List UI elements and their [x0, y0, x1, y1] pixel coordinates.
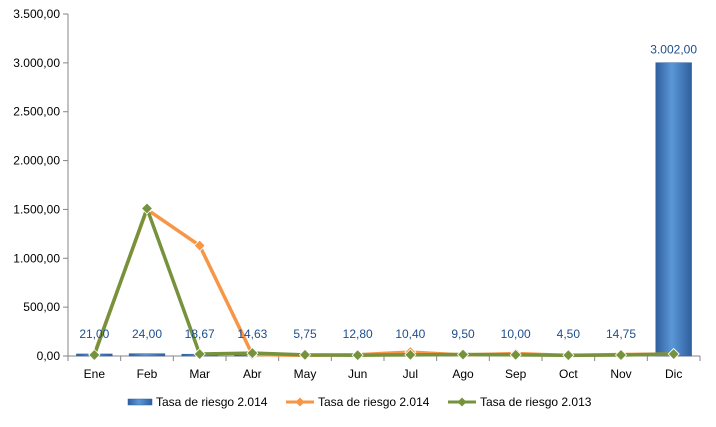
y-tick-label: 3.000,00 — [13, 56, 60, 70]
point-marker — [562, 349, 575, 362]
data-label: 14,63 — [237, 327, 267, 341]
point-marker — [193, 239, 206, 252]
point-marker — [509, 348, 522, 361]
point-marker — [667, 347, 680, 361]
point-marker — [88, 348, 101, 362]
point-marker — [140, 202, 154, 215]
data-label: 10,40 — [395, 327, 425, 341]
series-line — [92, 206, 676, 357]
legend-marker — [457, 397, 467, 407]
legend-swatch — [127, 398, 153, 406]
axis-layer: 0,00 500,00 1.000,00 1.500,00 2.000,00 2.500,… — [13, 7, 701, 381]
x-tick-label: Jul — [403, 367, 418, 381]
legend: Tasa de riesgo 2.014 Tasa de riesgo 2.014… — [127, 395, 592, 409]
data-label: 5,75 — [293, 327, 317, 341]
y-tick-label: 2.500,00 — [13, 105, 60, 119]
x-tick-label: Ene — [84, 367, 106, 381]
series-line — [92, 207, 676, 358]
x-tick-label: Feb — [137, 367, 158, 381]
legend-item: Tasa de riesgo 2.013 — [448, 395, 592, 409]
bar — [128, 353, 166, 357]
y-tick-label: 3.500,00 — [13, 7, 60, 21]
point-marker — [193, 347, 206, 361]
legend-label: Tasa de riesgo 2.014 — [156, 395, 268, 409]
bar-layer — [76, 62, 692, 357]
data-label: 12,80 — [343, 327, 373, 341]
data-label: 9,50 — [451, 327, 475, 341]
point-marker — [298, 348, 312, 361]
y-tick-label: 2.000,00 — [13, 154, 60, 168]
data-label-layer: 21,00 24,00 18,67 14,63 5,75 12,80 10,40 9,50 10… — [79, 43, 697, 341]
x-tick-label: Abr — [243, 367, 262, 381]
data-label: 14,75 — [606, 327, 636, 341]
legend-label: Tasa de riesgo 2.014 — [318, 395, 430, 409]
legend-marker — [295, 397, 305, 407]
point-marker — [456, 348, 470, 361]
data-label: 3.002,00 — [650, 43, 697, 57]
x-tick-label: May — [294, 367, 317, 381]
point-marker — [351, 349, 364, 362]
data-label: 4,50 — [557, 327, 581, 341]
x-tick-label: Jun — [348, 367, 367, 381]
point-marker — [404, 348, 417, 361]
x-tick-label: Sep — [505, 367, 527, 381]
point-marker — [614, 348, 628, 362]
x-tick-label: Ago — [452, 367, 474, 381]
x-tick-label: Dic — [665, 367, 682, 381]
y-tick-label: 1.500,00 — [13, 202, 60, 216]
point-marker — [246, 347, 259, 360]
y-tick-label: 500,00 — [23, 300, 60, 314]
line-layer — [88, 202, 680, 362]
data-label: 21,00 — [79, 327, 109, 341]
legend-item: Tasa de riesgo 2.014 — [127, 395, 268, 409]
x-tick-label: Nov — [610, 367, 631, 381]
data-label: 24,00 — [132, 327, 162, 341]
legend-item: Tasa de riesgo 2.014 — [286, 395, 430, 409]
data-label: 10,00 — [501, 327, 531, 341]
x-tick-label: Oct — [559, 367, 578, 381]
data-label: 18,67 — [185, 327, 215, 341]
x-tick-label: Mar — [189, 367, 210, 381]
y-tick-label: 1.000,00 — [13, 251, 60, 265]
legend-label: Tasa de riesgo 2.013 — [480, 395, 592, 409]
bar — [655, 62, 692, 357]
y-tick-label: 0,00 — [37, 349, 61, 363]
